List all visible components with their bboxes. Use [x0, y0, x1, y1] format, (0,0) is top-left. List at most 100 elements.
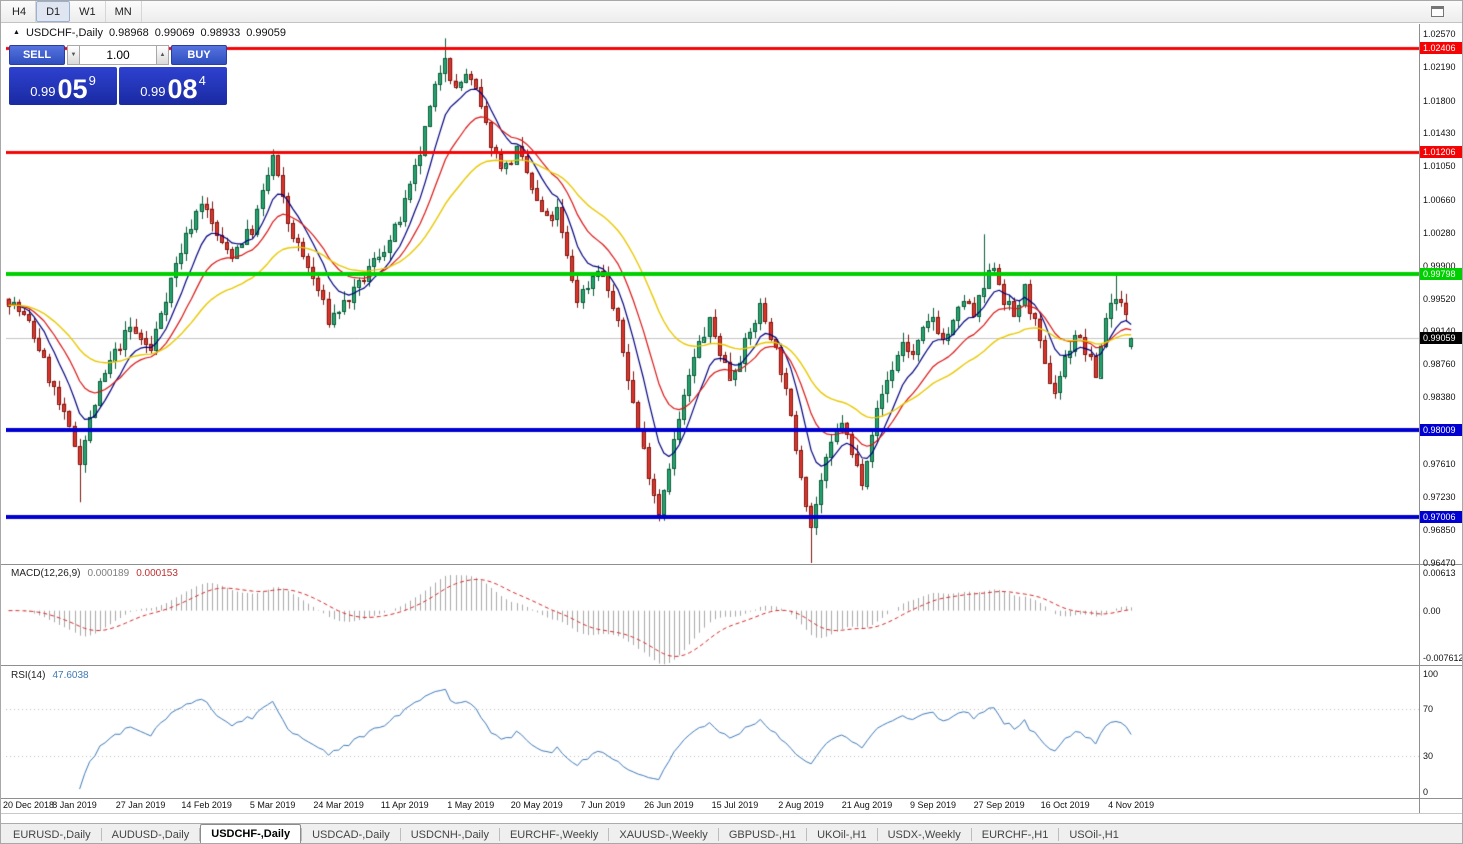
tab-eurchf-h1[interactable]: EURCHF-,H1	[981, 829, 1049, 841]
volume-decrease-button[interactable]: ▼	[67, 45, 80, 65]
macd-label: MACD(12,26,9) 0.000189 0.000153	[11, 568, 178, 579]
y-axis-label: 0.98760	[1423, 359, 1456, 370]
x-axis-date-label: 7 Jun 2019	[580, 800, 626, 810]
y-axis-label: 0.99520	[1423, 293, 1456, 304]
sell-price-prefix: 0.99	[30, 84, 56, 99]
tab-usdx-weekly[interactable]: USDX-,Weekly	[887, 829, 961, 841]
rsi-axis-label: 30	[1423, 751, 1434, 762]
ohlc-close: 0.99059	[246, 27, 286, 39]
x-axis-date-label: 20 Dec 2018	[3, 800, 55, 810]
sell-price-point: 9	[88, 73, 96, 88]
rsi-axis-label: 0	[1423, 786, 1429, 797]
timeframe-button-group: H4 D1 W1 MN	[3, 1, 142, 22]
volume-input[interactable]: 1.00	[80, 45, 156, 65]
tab-gbpusd-h1[interactable]: GBPUSD-,H1	[728, 829, 797, 841]
rsi-axis-label: 100	[1423, 669, 1439, 679]
tab-ukoil-h1[interactable]: UKOil-,H1	[817, 829, 867, 841]
rsi-label: RSI(14) 47.6038	[11, 670, 89, 681]
macd-axis-label: 0.00613	[1423, 567, 1456, 578]
x-axis-date-label: 9 Sep 2019	[910, 800, 957, 810]
tab-audusd-daily[interactable]: AUDUSD-,Daily	[111, 829, 190, 841]
buy-price-prefix: 0.99	[140, 84, 166, 99]
tab-eurchf-weekly[interactable]: EURCHF-,Weekly	[509, 829, 599, 841]
buy-price-display[interactable]: 0.99 08 4	[119, 67, 227, 105]
sell-button[interactable]: SELL	[9, 45, 65, 65]
tab-usoil-h1[interactable]: USOil-,H1	[1069, 829, 1119, 841]
macd-signal-value: 0.000153	[136, 568, 178, 579]
volume-increase-button[interactable]: ▲	[156, 45, 169, 65]
x-axis-date-label: 20 May 2019	[510, 800, 563, 810]
ohlc-open: 0.98968	[108, 27, 149, 39]
panel-divider	[1, 798, 1462, 799]
symbol-arrow-icon: ▲	[13, 29, 20, 36]
x-axis-date-label: 14 Feb 2019	[181, 800, 232, 810]
symbol-name: USDCHF-,Daily	[25, 27, 103, 39]
x-axis-date-label: 27 Jan 2019	[115, 800, 166, 810]
rsi-indicator-canvas[interactable]	[6, 666, 1419, 798]
tab-separator	[1058, 828, 1060, 841]
tab-separator	[876, 828, 878, 841]
y-axis-label: 1.01050	[1423, 160, 1456, 171]
macd-main-value: 0.000189	[87, 568, 130, 579]
price-axis-divider	[1419, 24, 1420, 813]
y-axis-label: 0.96470	[1423, 558, 1456, 568]
chart-window-icon[interactable]	[1431, 6, 1444, 17]
x-axis-date-label: 1 May 2019	[447, 800, 495, 810]
tab-separator	[399, 828, 401, 841]
level-price-tag: 1.01206	[1420, 146, 1462, 159]
tab-separator	[199, 828, 201, 841]
tab-separator	[100, 828, 102, 841]
rsi-value: 47.6038	[52, 670, 89, 681]
sell-price-display[interactable]: 0.99 05 9	[9, 67, 117, 105]
y-axis-label: 1.01800	[1423, 95, 1456, 106]
tab-separator	[498, 828, 500, 841]
level-price-tag: 0.98009	[1420, 423, 1462, 436]
rsi-title: RSI(14)	[11, 670, 46, 681]
timeframe-button-d1[interactable]: D1	[36, 1, 71, 22]
panel-divider	[1, 564, 1462, 565]
price-chart-canvas[interactable]	[6, 24, 1419, 564]
x-axis-date-label: 8 Jan 2019	[52, 800, 97, 810]
tab-usdcad-daily[interactable]: USDCAD-,Daily	[312, 829, 390, 841]
macd-axis-label: -0.007612	[1423, 652, 1463, 663]
tab-separator	[301, 828, 303, 841]
timeframe-button-w1[interactable]: W1	[70, 1, 106, 22]
buy-button[interactable]: BUY	[171, 45, 227, 65]
macd-title: MACD(12,26,9)	[11, 568, 81, 579]
level-price-tag: 1.02406	[1420, 42, 1462, 55]
chart-tabs-bar: EURUSD-,Daily AUDUSD-,Daily USDCHF-,Daily U…	[1, 823, 1462, 843]
volume-stepper: ▼ 1.00 ▲	[67, 45, 169, 65]
level-price-tag: 0.99798	[1420, 268, 1462, 281]
rsi-axis-label: 70	[1423, 704, 1434, 715]
tab-separator	[970, 828, 972, 841]
y-axis-label: 0.97230	[1423, 492, 1456, 503]
timeframe-button-h4[interactable]: H4	[3, 1, 37, 22]
tab-separator	[806, 828, 808, 841]
timeframe-button-mn[interactable]: MN	[106, 1, 142, 22]
x-axis-date-label: 2 Aug 2019	[778, 800, 824, 810]
current-price-tag: 0.99059	[1420, 332, 1462, 345]
tab-usdchf-daily[interactable]: USDCHF-,Daily	[200, 824, 302, 843]
y-axis-label: 1.00280	[1423, 227, 1456, 238]
x-axis-date-label: 15 Jul 2019	[711, 800, 759, 810]
x-axis-date-label: 16 Oct 2019	[1040, 800, 1090, 810]
x-axis-date-label: 21 Aug 2019	[841, 800, 893, 810]
tab-separator	[717, 828, 719, 841]
one-click-trading-panel: SELL ▼ 1.00 ▲ BUY 0.99 05 9 0.99 08 4	[9, 45, 227, 105]
y-axis-label: 0.99140	[1423, 326, 1456, 337]
y-axis-label: 1.02190	[1423, 61, 1456, 72]
tab-usdcnh-daily[interactable]: USDCNH-,Daily	[410, 829, 489, 841]
tab-xauusd-weekly[interactable]: XAUUSD-,Weekly	[619, 829, 708, 841]
macd-indicator-canvas[interactable]	[6, 565, 1419, 665]
tab-eurusd-daily[interactable]: EURUSD-,Daily	[13, 829, 91, 841]
y-axis-label: 0.96850	[1423, 525, 1456, 536]
x-axis-date-label: 24 Mar 2019	[313, 800, 364, 810]
panel-divider	[1, 665, 1462, 666]
x-axis-date-label: 11 Apr 2019	[380, 800, 429, 810]
x-axis-date-label: 4 Nov 2019	[1108, 800, 1155, 810]
level-price-tag: 0.97006	[1420, 510, 1462, 523]
y-axis-label: 1.01430	[1423, 127, 1456, 138]
ohlc-high: 0.99069	[154, 27, 195, 39]
x-axis-date-label: 5 Mar 2019	[249, 800, 296, 810]
